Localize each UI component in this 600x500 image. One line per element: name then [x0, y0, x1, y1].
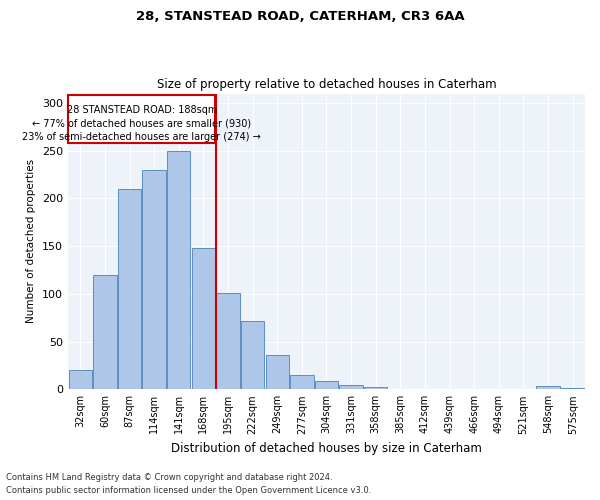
- Bar: [241, 320, 265, 390]
- Bar: [68, 96, 215, 143]
- Y-axis label: Number of detached properties: Number of detached properties: [26, 160, 37, 324]
- Bar: [191, 248, 215, 390]
- Bar: [536, 386, 560, 390]
- Bar: [167, 151, 190, 390]
- Text: 23% of semi-detached houses are larger (274) →: 23% of semi-detached houses are larger (…: [22, 132, 261, 141]
- Bar: [561, 388, 584, 390]
- Text: 28, STANSTEAD ROAD, CATERHAM, CR3 6AA: 28, STANSTEAD ROAD, CATERHAM, CR3 6AA: [136, 10, 464, 23]
- Bar: [216, 293, 239, 390]
- Bar: [315, 380, 338, 390]
- Bar: [290, 375, 314, 390]
- Bar: [68, 370, 92, 390]
- Text: ← 77% of detached houses are smaller (930): ← 77% of detached houses are smaller (93…: [32, 118, 251, 128]
- X-axis label: Distribution of detached houses by size in Caterham: Distribution of detached houses by size …: [171, 442, 482, 455]
- Bar: [364, 388, 388, 390]
- Bar: [118, 189, 141, 390]
- Bar: [142, 170, 166, 390]
- Title: Size of property relative to detached houses in Caterham: Size of property relative to detached ho…: [157, 78, 496, 91]
- Text: Contains HM Land Registry data © Crown copyright and database right 2024.
Contai: Contains HM Land Registry data © Crown c…: [6, 474, 371, 495]
- Bar: [340, 386, 363, 390]
- Bar: [266, 355, 289, 390]
- Text: 28 STANSTEAD ROAD: 188sqm: 28 STANSTEAD ROAD: 188sqm: [67, 105, 217, 115]
- Bar: [93, 275, 116, 390]
